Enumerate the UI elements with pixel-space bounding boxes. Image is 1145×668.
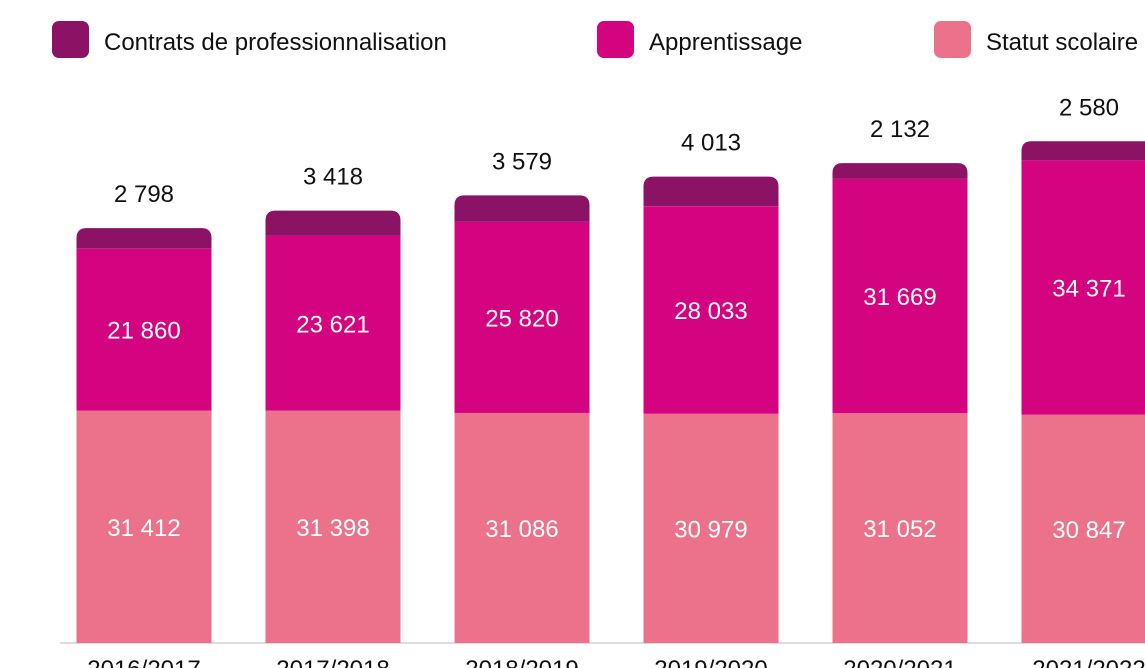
legend-swatch-statut-scolaire xyxy=(934,21,971,58)
legend-swatch-contrats-de-professionnalisation xyxy=(52,21,89,58)
legend-swatch-apprentissage xyxy=(597,21,634,58)
value-label-apprentissage: 34 371 xyxy=(1052,276,1125,303)
value-label-contrats-de-professionnalisation: 3 418 xyxy=(303,164,363,191)
value-label-statut-scolaire: 31 412 xyxy=(107,515,180,542)
value-label-statut-scolaire: 31 398 xyxy=(296,515,369,542)
bar-segment-apprentissage xyxy=(76,248,212,411)
bar-segment-apprentissage xyxy=(454,221,590,413)
value-label-apprentissage: 23 621 xyxy=(296,311,369,338)
value-label-apprentissage: 21 860 xyxy=(107,318,180,345)
x-axis-tick-labels: 2016/2017 2017/2018 2018/2019 2019/2020 2020… xyxy=(87,656,1145,668)
bar-segment-contrats-de-professionnalisation xyxy=(76,228,212,249)
x-tick-label: 2018/2019 xyxy=(465,656,578,668)
chart-bars xyxy=(76,141,1145,643)
x-tick-label: 2016/2017 xyxy=(87,656,200,668)
value-label-statut-scolaire: 30 847 xyxy=(1052,517,1125,544)
bar-segment-contrats-de-professionnalisation xyxy=(832,163,968,179)
bar-segment-statut-scolaire xyxy=(643,413,779,643)
value-label-contrats-de-professionnalisation: 2 580 xyxy=(1059,94,1119,121)
bar-segment-statut-scolaire xyxy=(454,412,590,643)
value-label-contrats-de-professionnalisation: 2 798 xyxy=(114,181,174,208)
bar-segment-contrats-de-professionnalisation xyxy=(1021,141,1145,161)
legend-label-contrats-de-professionnalisation: Contrats de professionnalisation xyxy=(104,29,447,56)
value-label-apprentissage: 28 033 xyxy=(674,298,747,325)
bar-segment-apprentissage xyxy=(832,178,968,414)
bar-segment-statut-scolaire xyxy=(265,410,401,643)
bar-segment-apprentissage xyxy=(265,235,401,411)
bar-segment-apprentissage xyxy=(643,206,779,414)
value-label-statut-scolaire: 30 979 xyxy=(674,516,747,543)
value-label-contrats-de-professionnalisation: 4 013 xyxy=(681,130,741,157)
x-tick-label: 2020/2021 xyxy=(843,656,956,668)
bar-segment-statut-scolaire xyxy=(832,413,968,643)
x-tick-label: 2019/2020 xyxy=(654,656,767,668)
value-label-apprentissage: 25 820 xyxy=(485,305,558,332)
bar-segment-statut-scolaire xyxy=(1021,414,1145,643)
segment-value-labels: 31 412 21 860 31 398 23 621 31 086 25 820 30 9… xyxy=(107,276,1125,544)
bar-segment-apprentissage xyxy=(1021,160,1145,415)
bar-segment-contrats-de-professionnalisation xyxy=(643,176,779,207)
bar-segment-contrats-de-professionnalisation xyxy=(265,210,401,236)
x-tick-label: 2017/2018 xyxy=(276,656,389,668)
value-label-apprentissage: 31 669 xyxy=(863,284,936,311)
value-label-statut-scolaire: 31 086 xyxy=(485,516,558,543)
legend-label-statut-scolaire: Statut scolaire xyxy=(986,29,1138,56)
value-label-contrats-de-professionnalisation: 3 579 xyxy=(492,148,552,175)
value-label-statut-scolaire: 31 052 xyxy=(863,516,936,543)
legend-label-apprentissage: Apprentissage xyxy=(649,29,802,56)
bar-segment-statut-scolaire xyxy=(76,410,212,643)
x-tick-label: 2021/2022 xyxy=(1032,656,1145,668)
value-label-contrats-de-professionnalisation: 2 132 xyxy=(870,116,930,143)
chart-legend: Contrats de professionnalisation Apprenti… xyxy=(52,21,1138,58)
top-value-labels: 2 798 3 418 3 579 4 013 2 132 2 580 xyxy=(114,94,1119,208)
bar-segment-contrats-de-professionnalisation xyxy=(454,195,590,222)
